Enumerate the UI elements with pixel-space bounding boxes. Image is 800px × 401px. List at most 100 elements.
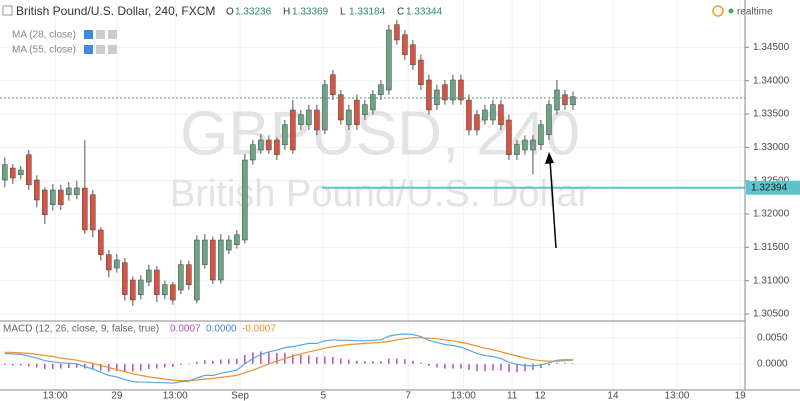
indicator-label: MA (55, close) [12, 45, 76, 56]
y-tick-label: 0.0050 [757, 332, 788, 343]
level-price-tag [746, 180, 800, 195]
indicator-label: MA (28, close) [12, 30, 76, 41]
y-tick-label: 1.32000 [753, 209, 790, 220]
candle-body [210, 239, 216, 281]
macd-value: 0.0007 [170, 324, 201, 335]
candle-body [146, 269, 152, 283]
collapse-icon[interactable] [2, 5, 13, 16]
ohlc-value: 1.33344 [406, 7, 443, 18]
candle-body [114, 259, 120, 269]
candle-body [234, 234, 240, 245]
y-tick-label: 1.34000 [753, 75, 790, 86]
candle-body [346, 109, 352, 125]
candle-body [474, 114, 480, 131]
watermark: GBPUSD, 240 [180, 99, 580, 168]
candle-body [442, 84, 448, 101]
candle-body [98, 229, 104, 255]
candle-body [202, 239, 208, 265]
x-tick-label: 29 [111, 391, 123, 401]
x-tick-label: 5 [321, 391, 327, 401]
candle-body [90, 194, 96, 231]
x-tick-label: 13:00 [43, 391, 68, 401]
candle-body [50, 189, 56, 205]
macd-values: 0.0007 0.0000 -0.0007 [170, 324, 276, 335]
candle-body [434, 89, 440, 105]
candle-body [450, 79, 456, 101]
ohlc-legend: O 1.33236 H 1.33369 L 1.33184 C 1.33344 [226, 7, 443, 18]
candle-body [178, 264, 184, 291]
candle-body [394, 24, 400, 41]
candle-body [410, 44, 416, 65]
candle-body [386, 29, 392, 91]
candle-body [466, 99, 472, 131]
candle-body [482, 109, 488, 121]
settings-button[interactable] [96, 30, 105, 39]
candle-body [274, 139, 280, 155]
watermark: British Pound/U.S. Dollar [170, 173, 591, 215]
candle-body [546, 104, 552, 135]
candle-body [34, 179, 40, 201]
candle-body [106, 254, 112, 271]
candle-body [298, 114, 304, 125]
status-icon[interactable] [712, 5, 724, 17]
remove-button[interactable] [108, 30, 117, 39]
candle-body [66, 187, 72, 195]
candle-body [306, 109, 312, 125]
candle-body [162, 284, 168, 295]
candle-body [498, 104, 504, 125]
candle-body [354, 99, 360, 125]
candle-body [538, 124, 544, 145]
candle-body [506, 119, 512, 155]
candle-body [138, 279, 144, 295]
candle-body [258, 139, 264, 151]
candle-body [314, 109, 320, 131]
y-tick-label: 1.34500 [753, 42, 790, 53]
indicator-buttons [84, 30, 117, 54]
candle-body [490, 104, 496, 121]
x-tick-label: 13:00 [451, 391, 476, 401]
x-tick-label: 13:00 [664, 391, 689, 401]
y-tick-label: 1.30500 [753, 309, 790, 320]
remove-button[interactable] [108, 45, 117, 54]
y-tick-label: 0.0000 [757, 358, 788, 369]
candle-body [122, 262, 128, 295]
y-tick-label: 1.33500 [753, 109, 790, 120]
candle-body [250, 144, 256, 161]
y-tick-label: 1.33000 [753, 142, 790, 153]
x-tick-label: 19 [735, 391, 747, 401]
candle-body [338, 94, 344, 121]
visibility-button[interactable] [84, 30, 93, 39]
visibility-button[interactable] [84, 45, 93, 54]
x-tick-label: 13:00 [163, 391, 188, 401]
candle-body [282, 124, 288, 145]
ohlc-value: 1.33236 [235, 7, 272, 18]
candle-body [458, 79, 464, 101]
candle-body [82, 187, 88, 231]
candle-body [530, 139, 536, 151]
ohlc-key: L [340, 7, 346, 18]
candle-body [74, 187, 80, 195]
x-tick-label: 7 [405, 391, 411, 401]
candle-body [570, 96, 576, 105]
candle-body [418, 59, 424, 85]
macd-title: MACD (12, 26, close, 9, false, true) [3, 324, 159, 335]
y-tick-label: 1.31000 [753, 275, 790, 286]
candle-body [514, 144, 520, 155]
ohlc-value: 1.33369 [292, 7, 329, 18]
candle-body [266, 139, 272, 151]
ohlc-key: O [226, 7, 234, 18]
candle-body [242, 159, 248, 241]
macd-value: -0.0007 [242, 324, 276, 335]
candle-body [42, 189, 48, 215]
settings-button[interactable] [96, 45, 105, 54]
candle-body [58, 189, 64, 205]
candle-body [170, 284, 176, 301]
candle-body [18, 169, 24, 175]
candle-body [154, 269, 160, 295]
symbol-title: British Pound/U.S. Dollar, 240, FXCM [16, 4, 215, 18]
candle-body [370, 94, 376, 111]
candle-body [130, 279, 136, 301]
candle-body [226, 239, 232, 251]
candle-body [362, 104, 368, 115]
